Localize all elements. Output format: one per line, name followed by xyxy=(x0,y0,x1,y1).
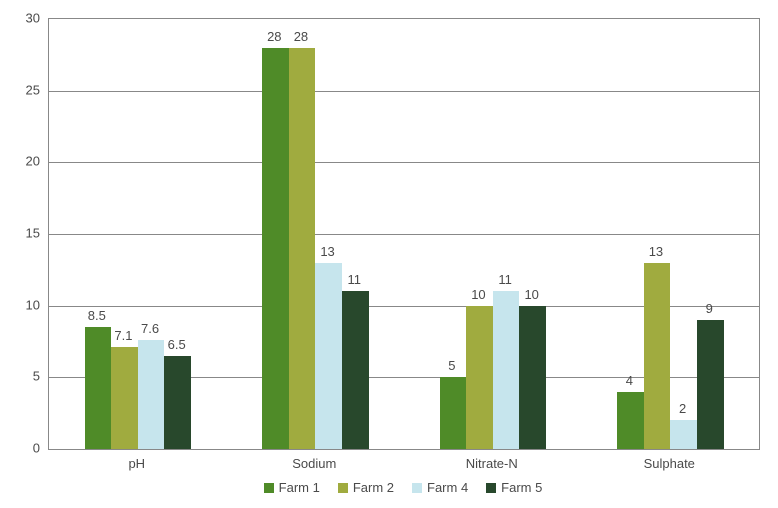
bar-value-label: 6.5 xyxy=(168,337,186,352)
y-tick-label: 15 xyxy=(0,226,40,241)
bar-value-label: 28 xyxy=(267,29,281,44)
bar-value-label: 13 xyxy=(320,244,334,259)
bar-value-label: 11 xyxy=(347,272,361,287)
bar xyxy=(617,392,644,449)
legend-item: Farm 1 xyxy=(264,480,320,495)
legend: Farm 1 Farm 2 Farm 4 Farm 5 xyxy=(48,480,758,495)
bar-value-label: 10 xyxy=(471,287,485,302)
y-tick-label: 10 xyxy=(0,297,40,312)
plot-area xyxy=(48,18,760,450)
bar xyxy=(493,291,520,449)
legend-item: Farm 5 xyxy=(486,480,542,495)
bar-value-label: 13 xyxy=(649,244,663,259)
bar xyxy=(138,340,165,449)
legend-swatch xyxy=(412,483,422,493)
gridline xyxy=(49,234,759,235)
y-tick-label: 25 xyxy=(0,82,40,97)
bar-value-label: 11 xyxy=(498,272,512,287)
category-label: pH xyxy=(128,456,145,471)
gridline xyxy=(49,162,759,163)
bar-value-label: 5 xyxy=(448,358,455,373)
bar-value-label: 7.6 xyxy=(141,321,159,336)
y-tick-label: 20 xyxy=(0,154,40,169)
bar xyxy=(466,306,493,449)
category-label: Sulphate xyxy=(644,456,695,471)
bar xyxy=(670,420,697,449)
bar xyxy=(111,347,138,449)
bar xyxy=(262,48,289,449)
bar-value-label: 2 xyxy=(679,401,686,416)
bar xyxy=(519,306,546,449)
bar-value-label: 28 xyxy=(294,29,308,44)
y-tick-label: 30 xyxy=(0,11,40,26)
bar-value-label: 9 xyxy=(706,301,713,316)
bar-value-label: 8.5 xyxy=(88,308,106,323)
legend-label: Farm 4 xyxy=(427,480,468,495)
bar-value-label: 4 xyxy=(626,373,633,388)
bar xyxy=(164,356,191,449)
legend-label: Farm 1 xyxy=(279,480,320,495)
bar xyxy=(440,377,467,449)
y-tick-label: 0 xyxy=(0,441,40,456)
bar xyxy=(315,263,342,449)
legend-label: Farm 2 xyxy=(353,480,394,495)
bar-value-label: 7.1 xyxy=(114,328,132,343)
gridline xyxy=(49,91,759,92)
legend-swatch xyxy=(264,483,274,493)
bar xyxy=(697,320,724,449)
bar xyxy=(644,263,671,449)
category-label: Nitrate-N xyxy=(466,456,518,471)
legend-item: Farm 4 xyxy=(412,480,468,495)
legend-item: Farm 2 xyxy=(338,480,394,495)
legend-label: Farm 5 xyxy=(501,480,542,495)
bar xyxy=(85,327,112,449)
category-label: Sodium xyxy=(292,456,336,471)
bar xyxy=(342,291,369,449)
legend-swatch xyxy=(338,483,348,493)
bar-value-label: 10 xyxy=(524,287,538,302)
bar xyxy=(289,48,316,449)
chart-container: Farm 1Farm 2Farm 4Farm 5 0510152025308.5… xyxy=(0,0,778,508)
y-tick-label: 5 xyxy=(0,369,40,384)
legend-swatch xyxy=(486,483,496,493)
